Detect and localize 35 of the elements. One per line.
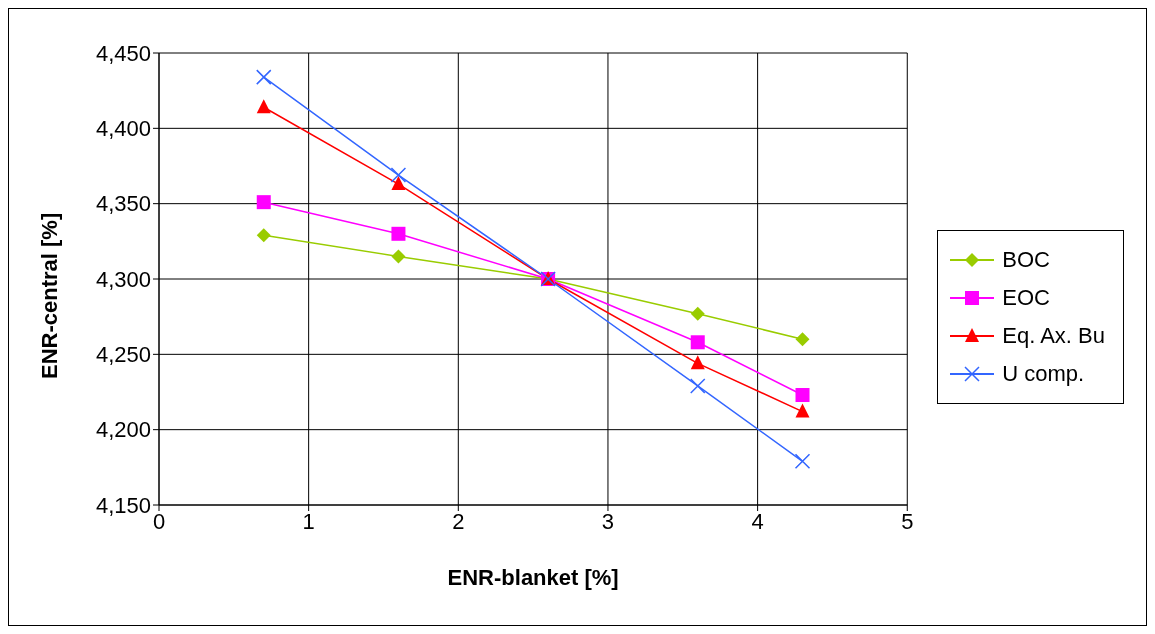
point — [690, 335, 705, 350]
point — [256, 228, 271, 243]
point — [795, 332, 810, 347]
point — [690, 355, 705, 370]
point — [690, 378, 706, 394]
x-tick-label: 2 — [452, 508, 465, 534]
legend-label: Eq. Ax. Bu — [1002, 323, 1105, 349]
y-tick-label: 4,350 — [95, 191, 151, 217]
point — [391, 226, 406, 241]
point — [256, 195, 271, 210]
point — [795, 388, 810, 403]
x-tick-label: 5 — [901, 508, 914, 534]
legend-label: EOC — [1002, 285, 1050, 311]
y-tick-label: 4,300 — [95, 266, 151, 292]
y-tick-label: 4,400 — [95, 116, 151, 142]
x-tick-label: 1 — [302, 508, 315, 534]
point — [794, 453, 811, 470]
y-tick-label: 4,450 — [95, 40, 151, 66]
point — [391, 176, 406, 191]
point — [795, 403, 810, 418]
point — [256, 69, 272, 85]
point — [390, 167, 407, 183]
y-tick-label: 4,200 — [95, 417, 151, 443]
x-tick-label: 0 — [152, 508, 166, 534]
x-tick-label: 4 — [751, 508, 764, 534]
point — [256, 99, 271, 114]
y-axis-title: ENR-central [%] — [36, 212, 62, 379]
legend-label: BOC — [1002, 247, 1050, 273]
legend-label: U comp. — [1002, 361, 1085, 387]
point — [690, 306, 705, 321]
point — [391, 249, 406, 264]
x-tick-label: 3 — [601, 508, 615, 534]
x-axis-title: ENR-blanket [%] — [447, 565, 619, 590]
y-tick-label: 4,250 — [95, 342, 151, 368]
y-tick-label: 4,150 — [95, 492, 151, 518]
